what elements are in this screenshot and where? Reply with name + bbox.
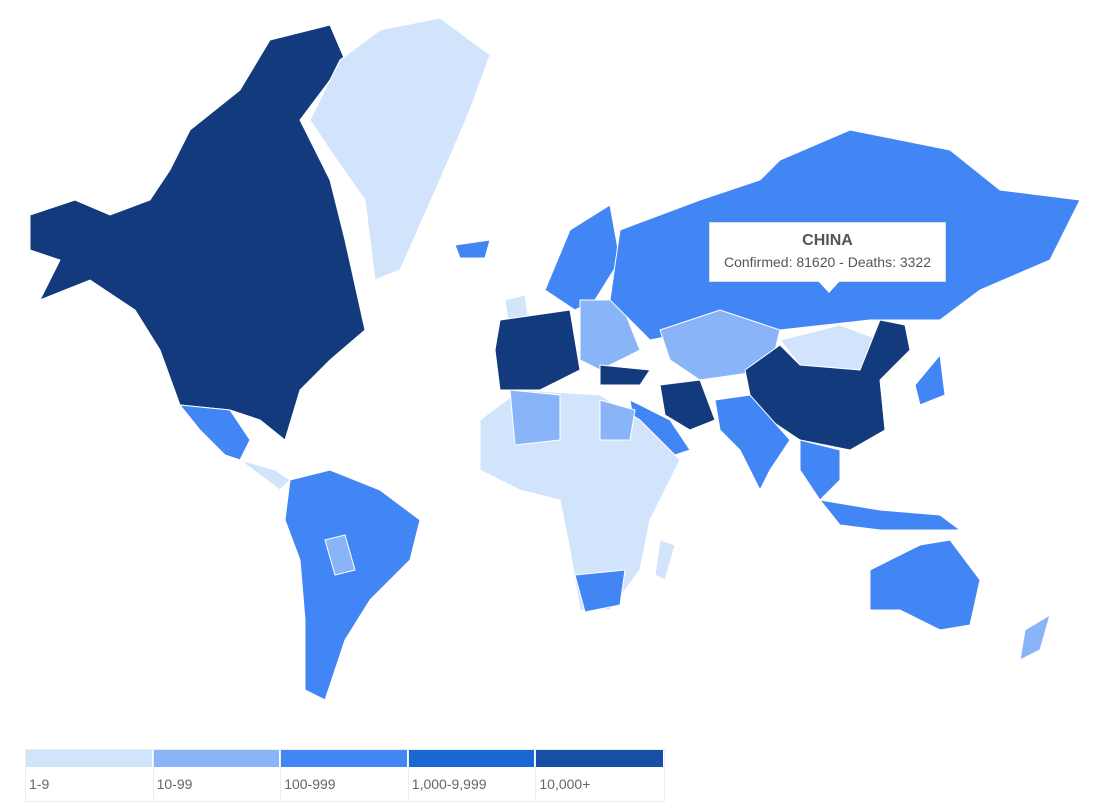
region-iceland[interactable] xyxy=(454,239,491,259)
region-indonesia[interactable] xyxy=(818,499,962,531)
region-madagascar[interactable] xyxy=(654,539,676,581)
legend-item: 1-9 xyxy=(26,750,154,801)
legend-item: 100-999 xyxy=(281,750,409,801)
region-bolivia[interactable] xyxy=(324,534,356,576)
region-iran[interactable] xyxy=(659,379,716,431)
region-australia[interactable] xyxy=(869,539,981,631)
legend-swatch xyxy=(26,750,153,767)
region-scandinavia[interactable] xyxy=(544,204,621,311)
world-map xyxy=(29,17,1081,701)
color-legend: 1-9 10-99 100-999 1,000-9,999 10,000+ xyxy=(25,749,665,802)
region-southeast-asia[interactable] xyxy=(799,439,841,501)
legend-swatch xyxy=(153,750,281,767)
region-turkey[interactable] xyxy=(599,364,651,386)
region-south-america[interactable] xyxy=(284,469,421,701)
region-greenland[interactable] xyxy=(309,17,491,281)
region-western-europe[interactable] xyxy=(494,309,581,391)
region-north-africa[interactable] xyxy=(509,389,561,446)
region-india[interactable] xyxy=(714,394,791,492)
country-tooltip: CHINA Confirmed: 81620 - Deaths: 3322 xyxy=(709,222,946,293)
legend-label: 1-9 xyxy=(29,776,50,792)
legend-label: 1,000-9,999 xyxy=(411,776,487,792)
legend-label: 10,000+ xyxy=(539,776,591,792)
tooltip-country: CHINA xyxy=(802,232,853,249)
region-central-america[interactable] xyxy=(239,459,291,491)
region-japan[interactable] xyxy=(914,353,946,406)
legend-item: 10-99 xyxy=(153,750,282,801)
legend-swatch xyxy=(408,750,536,767)
legend-swatch xyxy=(281,750,408,767)
legend-label: 100-999 xyxy=(284,776,336,792)
legend-item: 1,000-9,999 xyxy=(408,750,537,801)
region-south-africa[interactable] xyxy=(574,569,626,613)
legend-swatch xyxy=(536,750,664,767)
region-africa[interactable] xyxy=(479,389,681,611)
legend-label: 10-99 xyxy=(156,776,193,792)
region-north-america[interactable] xyxy=(29,24,366,441)
region-new-zealand[interactable] xyxy=(1019,613,1051,661)
tooltip-stats: Confirmed: 81620 - Deaths: 3322 xyxy=(723,254,931,270)
region-egypt[interactable] xyxy=(599,399,636,441)
legend-item: 10,000+ xyxy=(536,750,664,801)
